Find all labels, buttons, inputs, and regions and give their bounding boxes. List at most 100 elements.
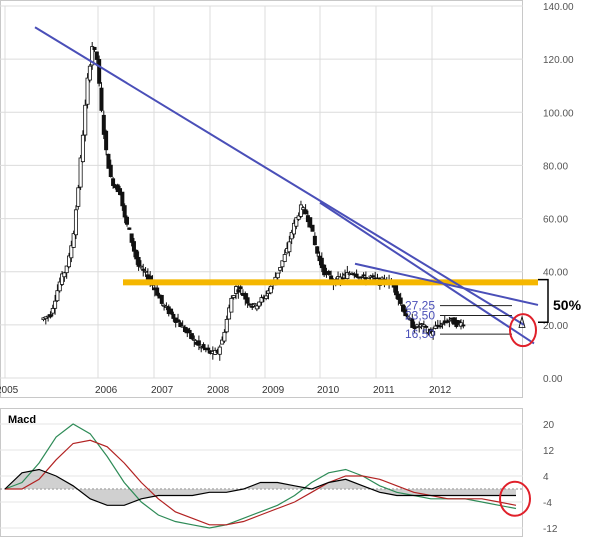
- macd-y-tick-label: 4: [543, 472, 549, 483]
- candle-body: [169, 308, 174, 315]
- candle-body: [370, 275, 375, 278]
- candle-body: [57, 281, 62, 292]
- candle-body: [294, 217, 299, 227]
- macd-y-tick-label: -12: [543, 524, 558, 535]
- candle-body: [69, 245, 74, 259]
- candle-body: [359, 276, 364, 279]
- candle-body: [280, 260, 285, 268]
- candle-body: [120, 191, 125, 207]
- support-level-band: [123, 279, 538, 286]
- candle-body: [426, 332, 431, 334]
- candle-body: [141, 268, 146, 271]
- candle-body: [83, 104, 88, 136]
- candle-body: [296, 215, 301, 220]
- price-y-tick-label: 80.00: [543, 161, 568, 172]
- candle-body: [53, 300, 58, 309]
- candle-body: [340, 277, 345, 280]
- candle-body: [433, 325, 438, 329]
- candle-body: [104, 130, 109, 151]
- candle-body: [308, 217, 313, 228]
- candle-body: [396, 293, 401, 300]
- candle-body: [180, 325, 185, 328]
- candle-body: [94, 51, 99, 60]
- candle-body: [62, 272, 67, 278]
- price-x-tick-label: 2005: [0, 385, 19, 396]
- trendline-secondary-down: [319, 201, 535, 345]
- price-level-label: 23,50: [405, 309, 435, 323]
- candle-body: [136, 256, 141, 267]
- macd-y-tick-label: 12: [543, 446, 555, 457]
- candle-body: [315, 246, 320, 254]
- candle-body: [417, 326, 422, 329]
- candle-body: [76, 187, 81, 207]
- candle-body: [127, 227, 132, 230]
- range-bracket: [538, 278, 549, 323]
- candle-body: [101, 114, 106, 135]
- candle-body: [247, 303, 252, 306]
- candle-body: [99, 87, 104, 111]
- price-x-tick-label: 2007: [151, 385, 174, 396]
- candle-body: [129, 233, 134, 243]
- candle-body: [111, 178, 116, 186]
- candle-body: [419, 323, 424, 326]
- price-level-label: 27,25: [405, 299, 435, 313]
- candle-body: [398, 297, 403, 304]
- candle-body: [303, 209, 308, 215]
- candle-body: [322, 264, 327, 276]
- price-y-tick-label: 100.00: [543, 108, 574, 119]
- candle-body: [401, 304, 406, 312]
- candle-body: [264, 295, 269, 299]
- candle-body: [245, 297, 250, 304]
- candle-body: [108, 164, 113, 178]
- candle-body: [131, 241, 136, 252]
- candle-body: [178, 322, 183, 328]
- candle-body: [301, 207, 306, 210]
- price-y-tick-label: 0.00: [543, 374, 563, 385]
- candle-body: [43, 316, 48, 319]
- candle-body: [289, 232, 294, 240]
- candle-body: [287, 241, 292, 253]
- candle-body: [73, 209, 78, 236]
- candle-body: [380, 277, 385, 280]
- candle-body: [189, 333, 194, 340]
- macd-histogram-line: [4, 468, 516, 506]
- candle-body: [354, 273, 359, 278]
- candle-body: [159, 294, 164, 304]
- macd-histogram-fill: [5, 469, 516, 506]
- candle-body: [92, 46, 97, 50]
- candle-body: [298, 204, 303, 217]
- candle-body: [64, 265, 69, 274]
- candle-body: [461, 324, 466, 327]
- candle-body: [106, 153, 111, 169]
- candle-body: [124, 216, 129, 225]
- macd-line: [4, 423, 517, 529]
- price-x-tick-label: 2011: [373, 385, 395, 396]
- candle-body: [268, 285, 273, 294]
- candle-body: [206, 347, 211, 351]
- candle-body: [222, 331, 227, 342]
- candle-body: [275, 272, 280, 279]
- candle-body: [97, 59, 102, 84]
- candle-body: [410, 318, 415, 328]
- candle-body: [143, 270, 148, 273]
- candle-body: [162, 304, 167, 307]
- candle-body: [90, 46, 95, 66]
- candle-body: [201, 344, 206, 349]
- candle-body: [259, 297, 264, 303]
- candle-body: [60, 273, 65, 285]
- candle-body: [187, 329, 192, 334]
- candle-body: [85, 77, 90, 105]
- candle-body: [424, 325, 429, 328]
- candle-body: [458, 322, 463, 327]
- candle-body: [326, 270, 331, 275]
- candle-body: [403, 309, 408, 317]
- price-x-tick-label: 2009: [262, 385, 285, 396]
- price-y-tick-label: 60.00: [543, 215, 568, 226]
- candle-body: [155, 287, 160, 296]
- candle-body: [394, 283, 399, 296]
- macd-title: Macd: [8, 414, 36, 426]
- candle-body: [282, 254, 287, 262]
- candle-body: [250, 306, 255, 308]
- price-x-tick-label: 2006: [95, 385, 118, 396]
